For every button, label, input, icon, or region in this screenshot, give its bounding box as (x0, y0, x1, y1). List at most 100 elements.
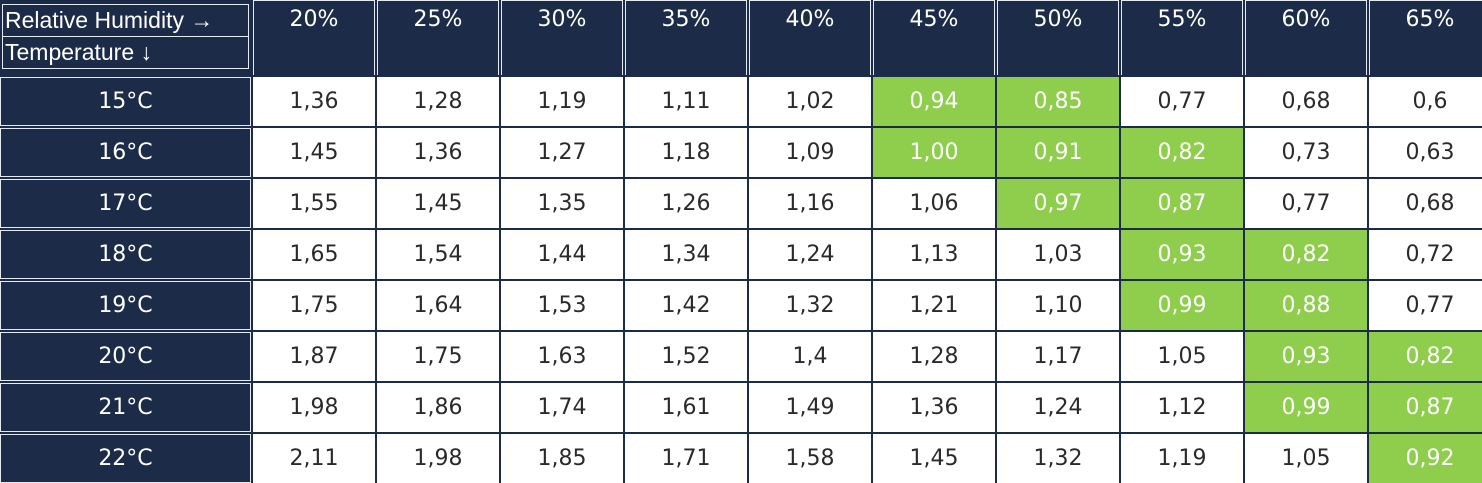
table-cell: 1,28 (377, 77, 499, 126)
row-header: 19°C (0, 281, 251, 330)
column-header: 65% (1369, 0, 1482, 75)
table-cell: 1,42 (625, 281, 747, 330)
table-cell: 1,64 (377, 281, 499, 330)
highlighted-cell: 0,87 (1369, 383, 1482, 432)
row-header: 17°C (0, 179, 251, 228)
highlighted-cell: 0,82 (1245, 230, 1367, 279)
table-cell: 1,32 (749, 281, 871, 330)
table-cell: 1,09 (749, 128, 871, 177)
table-cell: 1,98 (377, 434, 499, 483)
highlighted-cell: 0,88 (1245, 281, 1367, 330)
highlighted-cell: 0,97 (997, 179, 1119, 228)
table-cell: 1,36 (873, 383, 995, 432)
highlighted-cell: 0,94 (873, 77, 995, 126)
row-header: 21°C (0, 383, 251, 432)
table-cell: 1,18 (625, 128, 747, 177)
table-cell: 1,52 (625, 332, 747, 381)
row-header: 22°C (0, 434, 251, 483)
table-cell: 0,72 (1369, 230, 1482, 279)
table-cell: 1,26 (625, 179, 747, 228)
table-cell: 1,86 (377, 383, 499, 432)
table-cell: 1,24 (749, 230, 871, 279)
highlighted-cell: 1,00 (873, 128, 995, 177)
highlighted-cell: 0,93 (1245, 332, 1367, 381)
table-cell: 1,85 (501, 434, 623, 483)
column-header: 40% (749, 0, 871, 75)
table-cell: 1,54 (377, 230, 499, 279)
column-header: 50% (997, 0, 1119, 75)
table-cell: 0,6 (1369, 77, 1482, 126)
table-cell: 1,44 (501, 230, 623, 279)
table-cell: 1,63 (501, 332, 623, 381)
corner-label-humidity: Relative Humidity → (2, 4, 249, 37)
table-cell: 0,73 (1245, 128, 1367, 177)
column-header: 55% (1121, 0, 1243, 75)
table-cell: 1,10 (997, 281, 1119, 330)
table-cell: 1,24 (997, 383, 1119, 432)
table-cell: 1,06 (873, 179, 995, 228)
table-cell: 1,02 (749, 77, 871, 126)
table-cell: 1,61 (625, 383, 747, 432)
table-cell: 0,68 (1369, 179, 1482, 228)
table-cell: 1,11 (625, 77, 747, 126)
table-cell: 1,58 (749, 434, 871, 483)
column-header: 25% (377, 0, 499, 75)
table-cell: 1,28 (873, 332, 995, 381)
highlighted-cell: 0,99 (1245, 383, 1367, 432)
highlighted-cell: 0,99 (1121, 281, 1243, 330)
highlighted-cell: 0,91 (997, 128, 1119, 177)
table-cell: 1,27 (501, 128, 623, 177)
table-cell: 1,12 (1121, 383, 1243, 432)
column-header: 60% (1245, 0, 1367, 75)
table-cell: 1,49 (749, 383, 871, 432)
table-cell: 1,75 (377, 332, 499, 381)
highlighted-cell: 0,85 (997, 77, 1119, 126)
table-cell: 1,98 (253, 383, 375, 432)
table-cell: 1,87 (253, 332, 375, 381)
table-cell: 1,35 (501, 179, 623, 228)
table-cell: 1,19 (501, 77, 623, 126)
table-cell: 1,17 (997, 332, 1119, 381)
table-cell: 1,19 (1121, 434, 1243, 483)
row-header: 16°C (0, 128, 251, 177)
table-cell: 0,68 (1245, 77, 1367, 126)
table-cell: 1,05 (1121, 332, 1243, 381)
table-cell: 0,77 (1121, 77, 1243, 126)
row-header: 18°C (0, 230, 251, 279)
highlighted-cell: 0,82 (1369, 332, 1482, 381)
table-cell: 1,74 (501, 383, 623, 432)
table-cell: 1,71 (625, 434, 747, 483)
highlighted-cell: 0,82 (1121, 128, 1243, 177)
table-cell: 1,21 (873, 281, 995, 330)
table-cell: 1,53 (501, 281, 623, 330)
table-cell: 1,34 (625, 230, 747, 279)
table-cell: 1,65 (253, 230, 375, 279)
table-cell: 2,11 (253, 434, 375, 483)
table-cell: 1,13 (873, 230, 995, 279)
column-header: 30% (501, 0, 623, 75)
highlighted-cell: 0,93 (1121, 230, 1243, 279)
table-cell: 1,16 (749, 179, 871, 228)
row-header: 20°C (0, 332, 251, 381)
corner-label-temperature: Temperature ↓ (2, 37, 249, 69)
highlighted-cell: 0,92 (1369, 434, 1482, 483)
table-cell: 1,75 (253, 281, 375, 330)
column-header: 45% (873, 0, 995, 75)
table-cell: 0,63 (1369, 128, 1482, 177)
column-header: 20% (253, 0, 375, 75)
table-cell: 1,36 (253, 77, 375, 126)
table-cell: 1,55 (253, 179, 375, 228)
table-cell: 0,77 (1245, 179, 1367, 228)
corner-header: Relative Humidity → Temperature ↓ (0, 0, 251, 75)
table-cell: 1,32 (997, 434, 1119, 483)
column-header: 35% (625, 0, 747, 75)
table-cell: 1,45 (253, 128, 375, 177)
table-cell: 0,77 (1369, 281, 1482, 330)
table-cell: 1,03 (997, 230, 1119, 279)
table-cell: 1,4 (749, 332, 871, 381)
highlighted-cell: 0,87 (1121, 179, 1243, 228)
table-cell: 1,05 (1245, 434, 1367, 483)
table-cell: 1,36 (377, 128, 499, 177)
table-cell: 1,45 (377, 179, 499, 228)
